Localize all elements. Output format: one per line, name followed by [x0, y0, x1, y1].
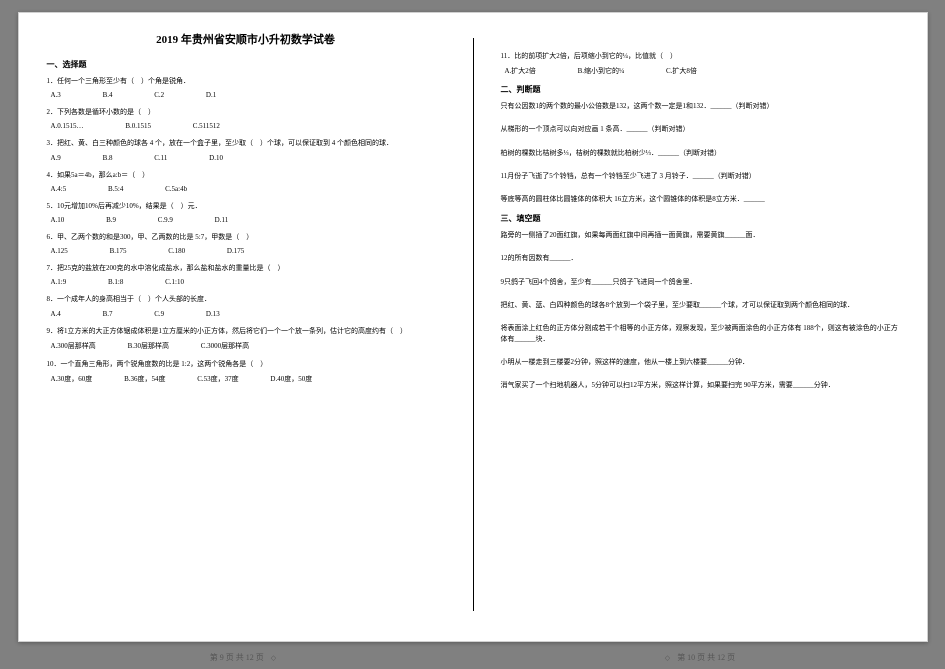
q1-a: A.3	[51, 91, 61, 99]
q6-d: D.175	[227, 247, 244, 255]
left-column: 2019 年贵州省安顺市小升初数学试卷 一、选择题 1．任何一个三角形至少有（ …	[19, 13, 473, 641]
exam-title: 2019 年贵州省安顺市小升初数学试卷	[47, 31, 445, 47]
q9-c: C.3000层那样高	[201, 341, 249, 351]
q2-a: A.0.1515…	[51, 122, 84, 130]
q7-text: 7．把25克的盐放在200克的水中溶化成盐水，那么盐和盐水的重量比是（ ）	[47, 263, 445, 274]
q5-options: A.10 B.9 C.9.9 D.11	[47, 216, 445, 224]
page-footer: 第 9 页 共 12 页 ◇ ◇ 第 10 页 共 12 页	[19, 652, 927, 663]
q9-a: A.300层那样高	[51, 341, 96, 351]
q5-d: D.11	[215, 216, 229, 224]
q3-text: 3．把红、黄、白三种颜色的球各 4 个，放在一个盒子里，至少取（ ）个球，可以保…	[47, 138, 445, 149]
q8-options: A.4 B.7 C.9 D.13	[47, 310, 445, 318]
q11-options: A.扩大2倍 B.缩小到它的¼ C.扩大8倍	[501, 66, 899, 76]
f1: 路旁的一侧插了20面红旗，如果每两面红旗中间再插一面黄旗，需要黄旗______面…	[501, 230, 899, 241]
f3: 9只鸽子飞回4个鸽舍，至少有______只鸽子飞进同一个鸽舍里．	[501, 277, 899, 288]
q7-c: C.1:10	[165, 278, 184, 286]
j2: 从梯形的一个顶点可以向对应画 1 条高．______（判断对错）	[501, 124, 899, 135]
q3-b: B.8	[103, 154, 113, 162]
q9-options: A.300层那样高 B.30层那样高 C.3000层那样高	[47, 341, 445, 351]
q10-c: C.53度，37度	[197, 374, 238, 384]
right-column: 11．比的前项扩大2倍，后项缩小到它的¼，比值就（ ） A.扩大2倍 B.缩小到…	[473, 13, 927, 641]
q10-text: 10．一个直角三角形，两个锐角度数的比是 1:2，这两个锐角各是（ ）	[47, 359, 445, 370]
q3-d: D.10	[209, 154, 223, 162]
q5-a: A.10	[51, 216, 65, 224]
footer-left-text: 第 9 页 共 12 页	[210, 653, 264, 662]
q6-a: A.125	[51, 247, 68, 255]
q2-text: 2．下列各数是循环小数的是（ ）	[47, 107, 445, 118]
q4-a: A.4:5	[51, 185, 67, 193]
diamond-icon: ◇	[271, 654, 276, 662]
q10-a: A.30度，60度	[51, 374, 93, 384]
q1-d: D.1	[206, 91, 216, 99]
q7-options: A.1:9 B.1:8 C.1:10	[47, 278, 445, 286]
f2: 12的所有因数有______．	[501, 253, 899, 264]
q4-b: B.5:4	[108, 185, 123, 193]
footer-right: ◇ 第 10 页 共 12 页	[662, 652, 735, 663]
q1-options: A.3 B.4 C.2 D.1	[47, 91, 445, 99]
f7: 消气家买了一个扫地机器人，5分钟可以扫12平方米，照这样计算，如果要扫完 90平…	[501, 380, 899, 391]
q11-c: C.扩大8倍	[666, 66, 697, 76]
f5: 将表面涂上红色的正方体分割成若干个相等的小正方体，观察发现，至少被两面涂色的小正…	[501, 323, 899, 345]
q10-b: B.36度，54度	[124, 374, 165, 384]
exam-page: 2019 年贵州省安顺市小升初数学试卷 一、选择题 1．任何一个三角形至少有（ …	[18, 12, 928, 642]
q7-a: A.1:9	[51, 278, 67, 286]
q11-text: 11．比的前项扩大2倍，后项缩小到它的¼，比值就（ ）	[501, 51, 899, 62]
q11-a: A.扩大2倍	[505, 66, 536, 76]
q4-text: 4．如果5a＝4b，那么a:b＝（ ）	[47, 170, 445, 181]
q3-a: A.9	[51, 154, 61, 162]
q8-d: D.13	[206, 310, 220, 318]
q4-c: C.5a:4b	[165, 185, 187, 193]
q8-c: C.9	[154, 310, 164, 318]
section-fill: 三、填空题	[501, 213, 899, 224]
q7-b: B.1:8	[108, 278, 123, 286]
q6-c: C.180	[168, 247, 185, 255]
footer-left: 第 9 页 共 12 页 ◇	[210, 652, 279, 663]
diamond-icon: ◇	[665, 654, 670, 662]
j1: 只有公因数1的两个数的最小公倍数是132，这两个数一定是1和132．______…	[501, 101, 899, 112]
q5-b: B.9	[106, 216, 116, 224]
q8-b: B.7	[103, 310, 113, 318]
q2-c: C.511512	[193, 122, 220, 130]
q1-c: C.2	[154, 91, 164, 99]
q1-text: 1．任何一个三角形至少有（ ）个角是锐角．	[47, 76, 445, 87]
q11-b: B.缩小到它的¼	[578, 66, 625, 76]
q5-text: 5．10元增加10%后再减少10%，结果是（ ）元．	[47, 201, 445, 212]
q8-a: A.4	[51, 310, 61, 318]
j4: 11月份子飞逝了5个铃铛，总有一个铃铛至少飞进了 3 月铃子．______（判断…	[501, 171, 899, 182]
q2-b: B.0.1515	[125, 122, 151, 130]
q10-d: D.40度，50度	[270, 374, 312, 384]
q10-options: A.30度，60度 B.36度，54度 C.53度，37度 D.40度，50度	[47, 374, 445, 384]
q6-b: B.175	[110, 247, 127, 255]
q3-c: C.11	[154, 154, 167, 162]
f4: 把红、黄、蓝、白四种颜色的球各8个放到一个袋子里，至少要取______个球，才可…	[501, 300, 899, 311]
q9-text: 9．将1立方米的大正方体锯成体积是1立方厘米的小正方体，然后将它们一个一个放一条…	[47, 326, 445, 337]
q6-text: 6．甲、乙两个数的和是300，甲、乙两数的比是 5:7，甲数是（ ）	[47, 232, 445, 243]
q1-b: B.4	[103, 91, 113, 99]
j3: 柏树的棵数比桔树多⅓，桔树的棵数就比柏树少⅓．______（判断对错）	[501, 148, 899, 159]
q9-b: B.30层那样高	[128, 341, 169, 351]
q3-options: A.9 B.8 C.11 D.10	[47, 154, 445, 162]
q8-text: 8．一个成年人的身高相当于（ ）个人头部的长度．	[47, 294, 445, 305]
footer-right-text: 第 10 页 共 12 页	[677, 653, 735, 662]
section-judge: 二、判断题	[501, 84, 899, 95]
q2-options: A.0.1515… B.0.1515 C.511512	[47, 122, 445, 130]
q6-options: A.125 B.175 C.180 D.175	[47, 247, 445, 255]
j5: 等底等高的圆柱体比圆锥体的体积大 16立方米，这个圆锥体的体积是8立方米．___…	[501, 194, 899, 205]
f6: 小明从一楼走到三楼要2分钟，照这样的速度，他从一楼上到六楼要______分钟．	[501, 357, 899, 368]
section-choice: 一、选择题	[47, 59, 445, 70]
q5-c: C.9.9	[158, 216, 173, 224]
q4-options: A.4:5 B.5:4 C.5a:4b	[47, 185, 445, 193]
